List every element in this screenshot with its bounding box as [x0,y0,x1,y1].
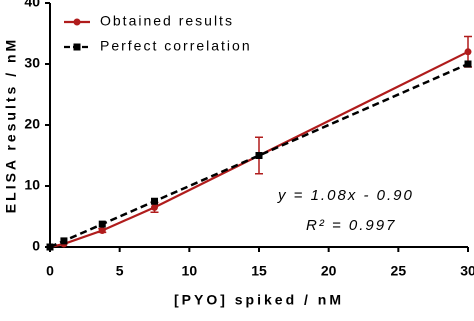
y-tick-label: 20 [24,116,40,132]
legend-label: Perfect correlation [100,38,252,54]
y-tick-label: 0 [32,238,40,254]
marker [46,243,54,251]
marker [98,227,106,235]
x-tick-label: 0 [46,263,54,279]
y-tick-label: 30 [24,55,40,71]
y-tick-label: 10 [24,177,40,193]
x-tick-label: 25 [391,263,407,279]
legend-marker [73,43,81,51]
x-tick-label: 15 [251,263,267,279]
marker [151,203,158,211]
marker [255,152,263,159]
x-tick-label: 10 [182,263,198,279]
r-squared: R² = 0.997 [306,217,396,234]
equation: y = 1.08x - 0.90 [277,187,414,204]
y-axis-title: ELISA results / nM [3,37,19,213]
x-axis-title: [PYO] spiked / nM [174,292,344,308]
marker [151,197,158,205]
marker [60,237,68,245]
x-tick-label: 20 [321,263,337,279]
marker [464,48,472,56]
x-tick-label: 5 [116,263,124,279]
y-tick-label: 40 [24,0,40,10]
legend-label: Obtained results [100,13,234,29]
marker [464,60,472,68]
x-tick-label: 30 [460,263,474,279]
legend-marker [73,18,81,26]
marker [98,220,106,228]
